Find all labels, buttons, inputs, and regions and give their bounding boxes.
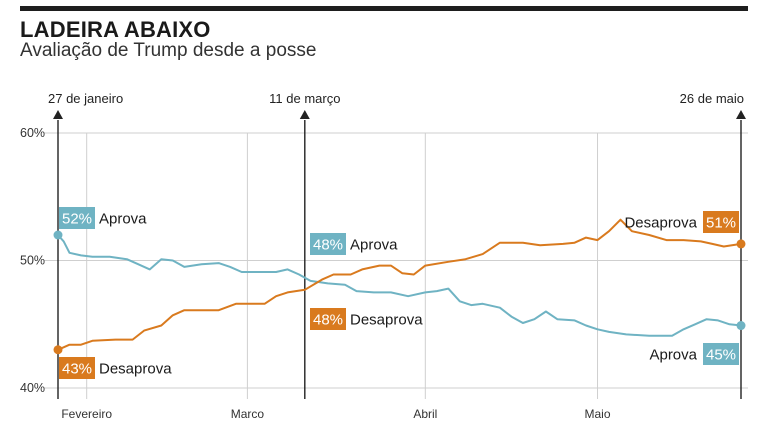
value-badge bbox=[59, 357, 95, 379]
disapprove-annotation: 43% Desaprova bbox=[59, 357, 172, 379]
y-tick-label: 50% bbox=[20, 254, 45, 268]
disapprove-annotation: 48% Desaprova bbox=[310, 308, 423, 330]
x-tick-label: Maio bbox=[585, 407, 611, 421]
series-name-label: Desaprova bbox=[350, 312, 423, 329]
date-marker-label: 11 de março bbox=[269, 91, 340, 106]
series-name-label: Desaprova bbox=[624, 215, 697, 232]
value-badge-text: 43% bbox=[62, 361, 92, 378]
value-badge bbox=[703, 211, 739, 233]
disapprove-start-dot bbox=[53, 345, 63, 355]
series-name-label: Desaprova bbox=[99, 361, 172, 378]
series-name-label: Aprova bbox=[99, 211, 147, 228]
approve-annotation: 52% Aprova bbox=[59, 207, 147, 229]
value-badge-text: 48% bbox=[313, 237, 343, 254]
value-badge bbox=[310, 233, 346, 255]
date-marker-arrow bbox=[53, 110, 63, 119]
disapprove-annotation: 51% Desaprova bbox=[624, 211, 739, 233]
x-tick-label: Marco bbox=[231, 407, 265, 421]
approve-line bbox=[57, 234, 742, 337]
value-badge bbox=[703, 343, 739, 365]
date-marker-arrow bbox=[299, 110, 310, 119]
value-badge bbox=[310, 308, 346, 330]
value-badge-text: 51% bbox=[706, 215, 736, 232]
approve-annotation: 48% Aprova bbox=[310, 233, 398, 255]
series-name-label: Aprova bbox=[350, 237, 398, 254]
y-tick-label: 40% bbox=[20, 381, 45, 395]
disapprove-end-dot bbox=[736, 239, 746, 249]
approve-annotation: 45% Aprova bbox=[649, 343, 739, 365]
value-badge-text: 48% bbox=[313, 312, 343, 329]
series-layer bbox=[53, 218, 746, 355]
date-marker-label: 26 de maio bbox=[680, 91, 744, 106]
chart-subtitle: Avaliação de Trump desde a posse bbox=[20, 40, 317, 61]
series-name-label: Aprova bbox=[649, 347, 697, 364]
approve-end-dot bbox=[736, 321, 746, 331]
approve-start-dot bbox=[53, 230, 63, 240]
y-tick-label: 60% bbox=[20, 126, 45, 140]
chart-title: LADEIRA ABAIXO bbox=[20, 17, 211, 42]
x-tick-label: Fevereiro bbox=[61, 407, 112, 421]
date-marker-arrow bbox=[736, 110, 746, 119]
value-badge-text: 52% bbox=[62, 211, 92, 228]
x-tick-label: Abril bbox=[413, 407, 437, 421]
value-badge bbox=[59, 207, 95, 229]
grid-layer: 60% 50% 40% Fevereiro Marco Abril Maio bbox=[20, 126, 748, 421]
value-badge-text: 45% bbox=[706, 347, 736, 364]
date-marker-label: 27 de janeiro bbox=[48, 91, 123, 106]
disapprove-line bbox=[57, 218, 742, 351]
top-rule bbox=[20, 6, 748, 11]
